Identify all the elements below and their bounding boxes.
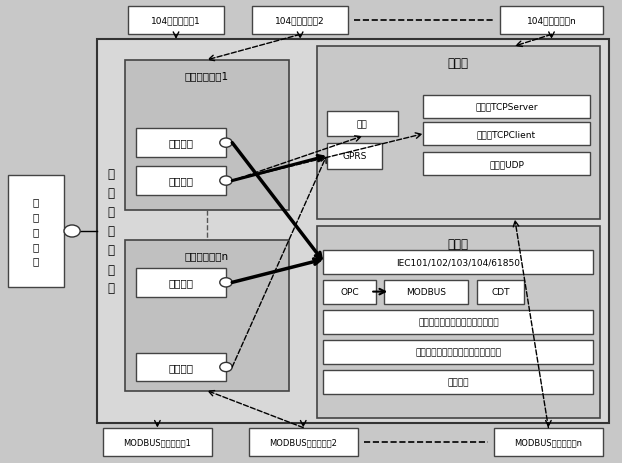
Bar bbox=[136, 129, 226, 157]
Text: GPRS: GPRS bbox=[342, 152, 366, 161]
Text: MODBUS规约数据源n: MODBUS规约数据源n bbox=[514, 438, 582, 446]
Bar bbox=[327, 144, 383, 169]
Circle shape bbox=[220, 176, 232, 186]
Text: 规约库: 规约库 bbox=[448, 237, 469, 250]
Bar bbox=[423, 123, 590, 146]
Bar bbox=[8, 176, 64, 287]
Bar bbox=[384, 280, 468, 304]
Text: 104规约数据源n: 104规约数据源n bbox=[527, 17, 577, 25]
Text: 104规约数据源2: 104规约数据源2 bbox=[276, 17, 325, 25]
Text: 以太网TCPClient: 以太网TCPClient bbox=[477, 130, 536, 139]
Bar bbox=[323, 250, 593, 274]
Bar bbox=[125, 241, 289, 391]
Bar bbox=[317, 47, 600, 220]
Bar bbox=[136, 167, 226, 195]
Circle shape bbox=[220, 139, 232, 148]
Text: MODBUS规约数据源2: MODBUS规约数据源2 bbox=[269, 438, 337, 446]
Bar bbox=[323, 340, 593, 364]
Bar bbox=[317, 227, 600, 419]
Text: MODBUS规约数据源1: MODBUS规约数据源1 bbox=[123, 438, 192, 446]
Circle shape bbox=[220, 363, 232, 372]
Text: 电表、气表、水表等家居终端协议: 电表、气表、水表等家居终端协议 bbox=[418, 318, 499, 326]
Bar bbox=[500, 6, 603, 35]
Text: 介质库: 介质库 bbox=[448, 57, 469, 70]
Text: MODBUS: MODBUS bbox=[406, 288, 446, 296]
Bar bbox=[136, 353, 226, 382]
Text: 介质插件: 介质插件 bbox=[169, 176, 193, 186]
Bar bbox=[327, 112, 398, 137]
Text: 规约插件: 规约插件 bbox=[169, 278, 193, 288]
Text: 通讯处理插件n: 通讯处理插件n bbox=[185, 251, 229, 261]
Text: OPC: OPC bbox=[340, 288, 359, 296]
Bar bbox=[136, 269, 226, 297]
Bar bbox=[477, 280, 524, 304]
Text: 插
件
式
通
讯
框
架: 插 件 式 通 讯 框 架 bbox=[108, 168, 114, 295]
Bar bbox=[97, 40, 609, 423]
Text: 串口: 串口 bbox=[357, 119, 368, 129]
Bar bbox=[249, 428, 358, 457]
Text: CDT: CDT bbox=[491, 288, 510, 296]
Text: 以太网UDP: 以太网UDP bbox=[489, 160, 524, 169]
Text: 介质插件: 介质插件 bbox=[169, 362, 193, 372]
Text: 规约插件: 规约插件 bbox=[169, 138, 193, 148]
Circle shape bbox=[220, 278, 232, 288]
Text: 以太网TCPServer: 以太网TCPServer bbox=[475, 102, 538, 112]
Bar bbox=[128, 6, 224, 35]
Text: 光伏、风机逆变器等新能源设备协议: 光伏、风机逆变器等新能源设备协议 bbox=[415, 348, 501, 357]
Bar bbox=[125, 61, 289, 211]
Bar bbox=[252, 6, 348, 35]
Text: 其它协议: 其它协议 bbox=[448, 377, 469, 387]
Text: IEC101/102/103/104/61850: IEC101/102/103/104/61850 bbox=[396, 257, 521, 267]
Bar bbox=[323, 310, 593, 334]
Bar bbox=[494, 428, 603, 457]
Bar bbox=[323, 370, 593, 394]
Text: 104规约数据源1: 104规约数据源1 bbox=[151, 17, 201, 25]
Text: 通讯处理插件1: 通讯处理插件1 bbox=[185, 71, 229, 81]
Bar bbox=[323, 280, 376, 304]
Text: 应
用
层
接
口: 应 用 层 接 口 bbox=[33, 197, 39, 266]
Bar bbox=[423, 153, 590, 176]
Bar bbox=[103, 428, 211, 457]
Circle shape bbox=[64, 225, 80, 238]
Bar bbox=[423, 95, 590, 119]
